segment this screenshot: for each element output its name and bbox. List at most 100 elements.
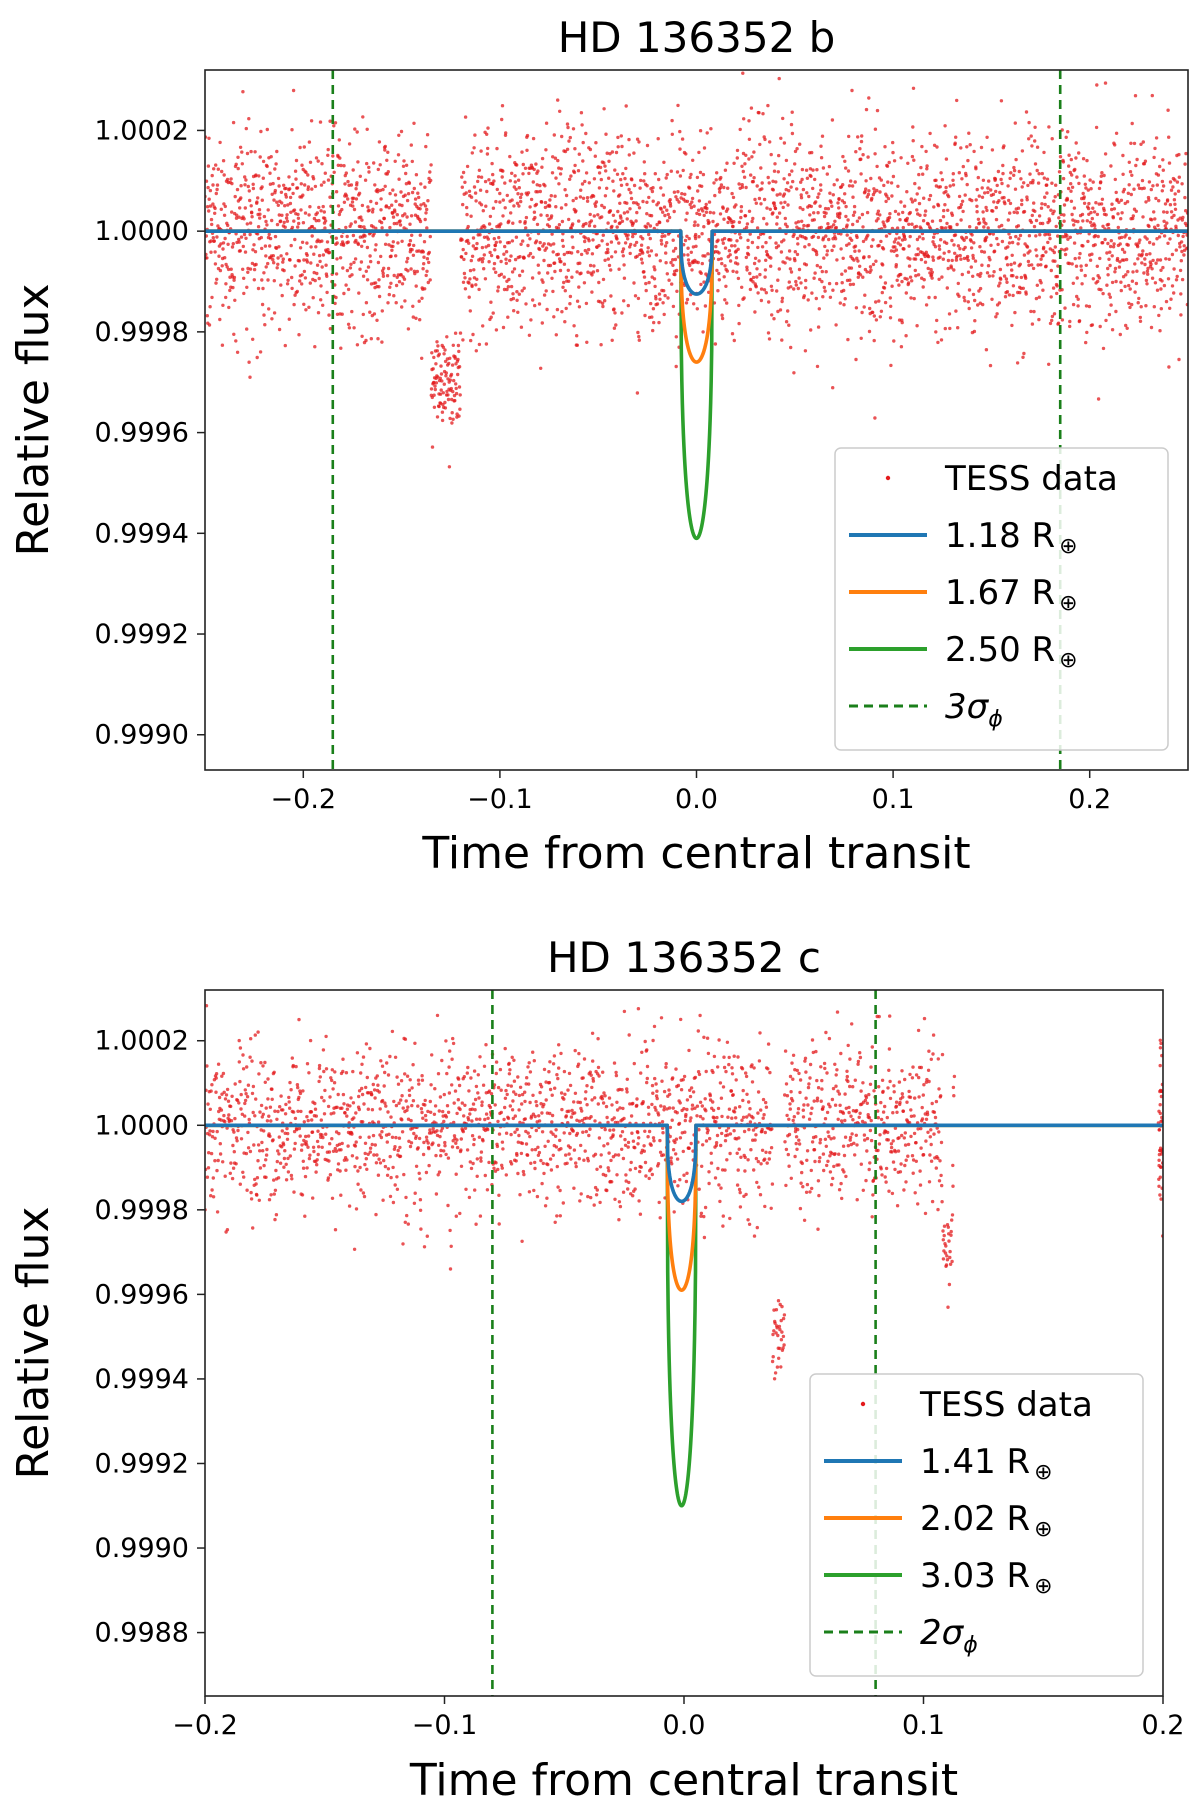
data-point [510,1108,515,1112]
data-point [739,205,744,209]
data-point [1000,223,1004,228]
data-point [1103,152,1108,156]
data-point [944,157,949,161]
data-point [689,250,693,254]
data-point [338,256,343,260]
data-point [1087,201,1091,206]
data-point [741,169,745,174]
data-point [340,207,344,212]
data-point [908,234,912,239]
data-point [1108,250,1112,254]
data-point [735,156,739,160]
data-point [526,1131,530,1135]
data-point [534,1100,538,1104]
data-point [631,221,635,225]
data-point [678,1101,682,1105]
data-point [814,200,818,204]
data-point [619,183,624,187]
data-point [662,289,666,293]
data-point [413,1191,417,1195]
data-point [836,201,840,205]
data-point [632,151,636,155]
data-point [830,248,834,253]
data-point [892,339,896,343]
data-point [333,121,338,125]
data-point [542,1102,546,1107]
data-point [559,206,564,210]
data-point [690,196,695,201]
data-point [1038,233,1042,237]
data-point [1154,196,1158,201]
data-point [691,1090,696,1094]
data-point [1075,175,1079,179]
data-point [460,238,464,242]
data-point [983,238,988,242]
data-point [519,199,523,204]
data-point [1021,355,1025,359]
data-point [380,309,384,313]
data-point [241,1067,246,1071]
data-point [309,245,313,249]
data-point [260,198,264,202]
data-point [658,259,662,263]
data-point [1123,284,1127,289]
data-point [695,175,700,180]
data-point [477,287,481,292]
data-point [1099,174,1104,178]
data-point [772,317,776,321]
data-point [652,1024,657,1029]
data-point [468,277,472,281]
data-point [317,1079,321,1084]
data-point [552,315,556,319]
data-point [1093,243,1097,247]
data-point [454,362,458,366]
data-point [829,200,833,204]
legend-box [834,447,1169,751]
data-point [428,278,432,282]
data-point [294,177,298,181]
data-point [334,190,339,194]
data-point [498,200,502,204]
data-point [564,1153,568,1157]
data-point [540,1111,544,1115]
data-point [298,246,303,250]
data-point [1047,219,1052,223]
data-point [554,333,558,337]
data-point [725,269,729,273]
data-point [908,275,913,279]
data-point [908,210,912,215]
data-point [798,206,802,210]
data-point [979,271,983,276]
data-point [467,189,472,193]
data-point [1053,245,1058,249]
data-point [1131,270,1135,274]
data-point [473,191,478,195]
data-point [987,274,992,278]
data-point [1012,165,1016,170]
data-point [549,214,554,218]
data-point [474,1222,478,1226]
data-point [668,1125,673,1130]
data-point [636,1142,640,1146]
data-point [638,252,642,257]
data-point [258,1110,262,1114]
data-point [1043,202,1047,207]
data-point [501,1147,505,1151]
data-point [951,183,956,187]
data-point [962,295,966,300]
data-point [581,140,585,145]
data-point [428,234,432,239]
data-point [229,1104,233,1109]
data-point [1072,223,1076,227]
data-point [774,241,778,245]
data-point [804,263,809,267]
data-point [620,1147,624,1152]
data-point [638,1212,643,1216]
data-point [852,204,857,209]
data-point [946,266,950,271]
data-point [1136,183,1141,187]
data-point [304,1134,308,1139]
data-point [466,238,470,243]
data-point [483,1173,487,1178]
data-point [223,1119,227,1124]
